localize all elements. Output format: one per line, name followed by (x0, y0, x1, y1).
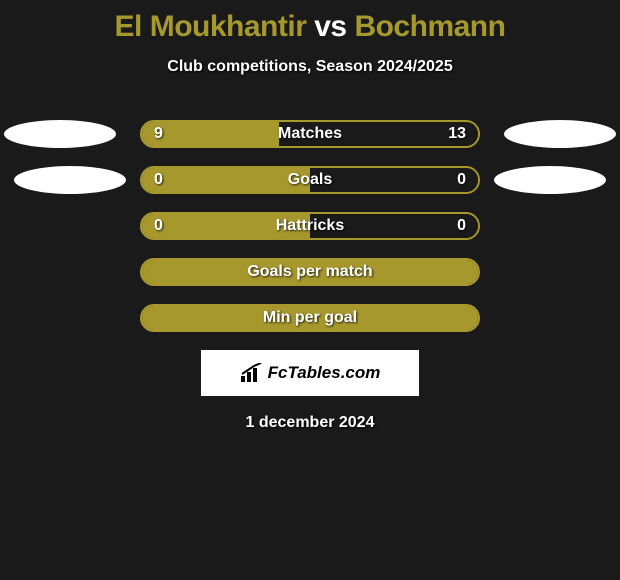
stat-bar: 913Matches (140, 120, 480, 148)
marker-oval (4, 120, 116, 148)
chart-icon (240, 363, 264, 383)
marker-oval (494, 166, 606, 194)
title-vs: vs (314, 10, 346, 43)
stat-label: Matches (142, 122, 478, 146)
title-player1: El Moukhantir (115, 10, 307, 43)
stat-bar: Min per goal (140, 304, 480, 332)
marker-oval (504, 120, 616, 148)
stat-bar: 00Goals (140, 166, 480, 194)
brand-box: FcTables.com (201, 350, 419, 396)
brand-text: FcTables.com (268, 363, 381, 383)
stat-bar: 00Hattricks (140, 212, 480, 240)
subtitle: Club competitions, Season 2024/2025 (0, 58, 620, 76)
stat-label: Min per goal (142, 306, 478, 330)
title-player2: Bochmann (354, 10, 505, 43)
stat-label: Goals per match (142, 260, 478, 284)
stat-bar: Goals per match (140, 258, 480, 286)
page-title: El Moukhantir vs Bochmann (0, 0, 620, 44)
stat-label: Hattricks (142, 214, 478, 238)
date-text: 1 december 2024 (0, 414, 620, 432)
root-container: El Moukhantir vs Bochmann Club competiti… (0, 0, 620, 580)
stat-label: Goals (142, 168, 478, 192)
marker-oval (14, 166, 126, 194)
comparison-bars: 913Matches 00Goals 00Hattricks Goals per ma… (0, 120, 620, 332)
